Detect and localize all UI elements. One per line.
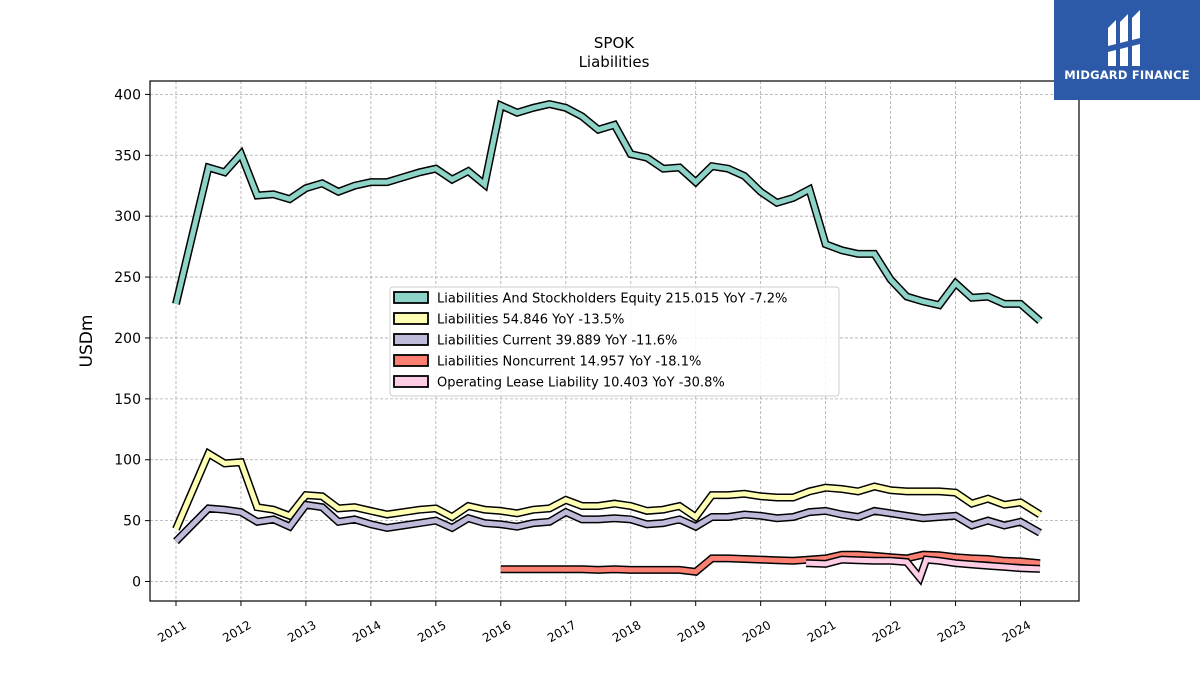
x-tick-label: 2022	[870, 618, 903, 645]
legend-swatch	[393, 354, 429, 367]
legend-label: Liabilities 54.846 YoY -13.5%	[437, 313, 624, 328]
chart-title: SPOK	[594, 34, 635, 52]
y-tick-label: 200	[114, 331, 141, 347]
x-tick-label: 2020	[740, 618, 773, 645]
legend-label: Liabilities And Stockholders Equity 215.…	[437, 292, 787, 307]
x-tick-label: 2014	[350, 618, 383, 645]
series-line	[173, 101, 1042, 323]
x-axis: 2011 2012 2013 2014 2015 2016 2017 2018 2019 2020…	[155, 601, 1033, 645]
series-3	[173, 500, 1042, 545]
legend-box	[389, 286, 840, 397]
legend-label: Liabilities Noncurrent 14.957 YoY -18.1%	[437, 355, 701, 370]
y-tick-label: 300	[114, 209, 141, 225]
y-axis: 0 50 100 150 200 250 300 350 400	[114, 87, 150, 591]
legend-label: Liabilities Current 39.889 YoY -11.6%	[437, 334, 677, 349]
legend-item: Liabilities Noncurrent 14.957 YoY -18.1%	[393, 354, 701, 370]
series-line	[806, 556, 1041, 583]
y-tick-label: 0	[132, 575, 141, 591]
x-tick-label: 2012	[220, 618, 253, 645]
x-tick-label: 2016	[480, 618, 513, 645]
x-tick-label: 2011	[155, 618, 188, 645]
legend-swatch	[393, 375, 429, 388]
legend: Liabilities And Stockholders Equity 215.…	[389, 286, 840, 397]
y-tick-label: 350	[114, 148, 141, 164]
y-tick-label: 150	[114, 392, 141, 408]
y-axis-label: USDm	[77, 315, 97, 368]
series-1	[172, 99, 1043, 324]
x-tick-label: 2023	[935, 618, 968, 645]
y-tick-label: 50	[123, 514, 141, 530]
series-line	[173, 449, 1042, 531]
legend-swatch	[393, 291, 429, 304]
legend-item: Operating Lease Liability 10.403 YoY -30…	[393, 375, 725, 391]
legend-swatch	[393, 312, 429, 325]
x-tick-label: 2024	[1000, 618, 1033, 645]
series-line	[174, 502, 1042, 544]
legend-item: Liabilities And Stockholders Equity 215.…	[393, 291, 787, 307]
legend-item: Liabilities 54.846 YoY -13.5%	[393, 312, 624, 328]
series-5	[806, 555, 1041, 586]
x-tick-label: 2015	[415, 618, 448, 645]
x-tick-label: 2017	[545, 618, 578, 645]
series-4	[500, 550, 1041, 576]
series-line	[500, 552, 1041, 575]
x-tick-label: 2019	[675, 618, 708, 645]
brand-logo: MIDGARD FINANCE	[1054, 0, 1200, 100]
legend-swatch	[393, 333, 429, 346]
plot-frame	[149, 80, 1080, 602]
x-tick-label: 2013	[285, 618, 318, 645]
brand-name: MIDGARD FINANCE	[1064, 68, 1190, 82]
x-tick-label: 2021	[805, 618, 838, 645]
x-tick-label: 2018	[610, 618, 643, 645]
series-2	[172, 447, 1043, 531]
series-layer	[172, 99, 1043, 586]
y-tick-label: 400	[114, 87, 141, 103]
y-tick-label: 100	[114, 453, 141, 469]
midgard-logo-icon	[1108, 10, 1140, 66]
legend-label: Operating Lease Liability 10.403 YoY -30…	[437, 376, 725, 391]
chart-subtitle: Liabilities	[579, 53, 650, 71]
y-tick-label: 250	[114, 270, 141, 286]
legend-item: Liabilities Current 39.889 YoY -11.6%	[393, 333, 677, 349]
